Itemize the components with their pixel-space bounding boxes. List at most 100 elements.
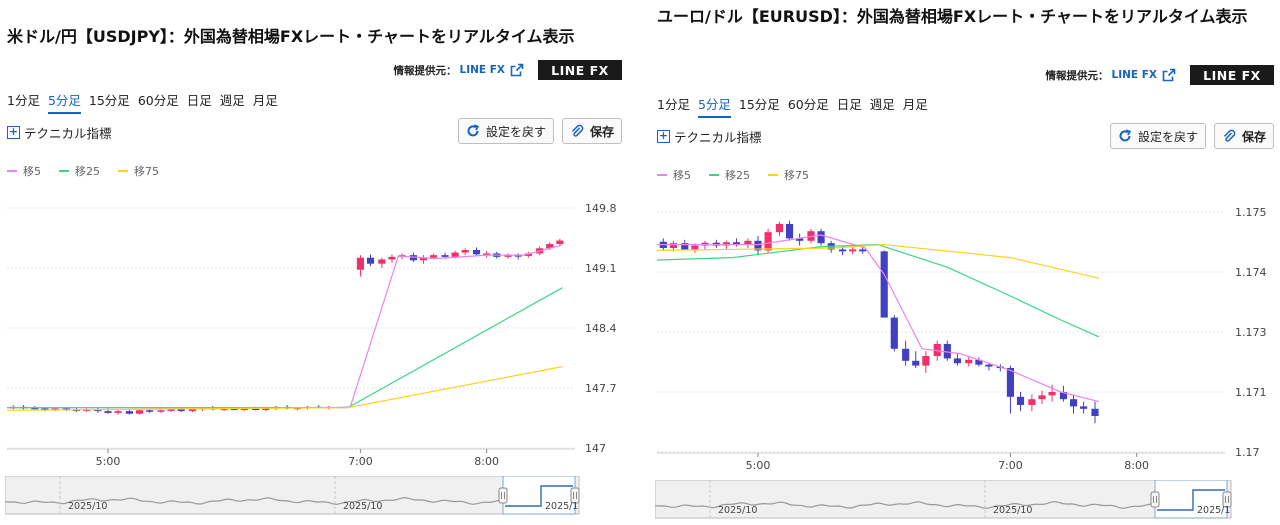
candle-up <box>461 250 469 253</box>
candle-up <box>764 232 772 251</box>
navigator-handle[interactable] <box>498 487 508 504</box>
tab-60min[interactable]: 60分足 <box>787 97 829 112</box>
moving-average-line <box>7 287 563 409</box>
range-navigator[interactable]: 2025/10 2025/10 2025/1 <box>5 476 583 518</box>
legend-swatch-ma25 <box>709 174 719 176</box>
moving-average-line <box>7 244 563 409</box>
candle-up <box>483 253 491 255</box>
tab-weekly[interactable]: 週足 <box>869 97 895 112</box>
reset-settings-button[interactable]: 設定を戻す <box>1109 123 1206 149</box>
price-chart[interactable]: 149.8 149.1 148.4 147.7 147 5:00 7:00 8:00 <box>0 190 628 470</box>
tab-1min[interactable]: 1分足 <box>657 97 690 112</box>
candle-down <box>838 249 847 252</box>
x-tick-label: 5:00 <box>96 455 121 468</box>
navigator-handle[interactable] <box>1150 491 1160 508</box>
save-button[interactable]: 保存 <box>1213 123 1274 149</box>
candle-down <box>409 255 418 261</box>
external-link-icon[interactable] <box>510 63 524 77</box>
line-fx-logo[interactable]: LINE FX <box>538 60 622 80</box>
candle-down <box>1016 396 1025 405</box>
candle-down <box>796 238 804 241</box>
provider-info: 情報提供元： LINE FX LINE FX <box>394 60 622 80</box>
navigator-window-series <box>505 485 573 507</box>
tab-1min[interactable]: 1分足 <box>7 93 40 108</box>
navigator-date-label: 2025/1 <box>545 501 578 512</box>
tab-daily[interactable]: 日足 <box>836 97 862 112</box>
tab-daily[interactable]: 日足 <box>186 93 212 108</box>
eurusd-panel: ユーロ/ドル【EURUSD】：外国為替相場FXレート・チャートをリアルタイム表示… <box>650 0 1280 525</box>
candle-down <box>1006 368 1014 397</box>
candle-up <box>135 410 144 414</box>
legend-item-ma5[interactable]: 移5 <box>657 167 691 183</box>
provider-link[interactable]: LINE FX <box>1111 69 1157 81</box>
candle-down <box>514 255 522 257</box>
tab-weekly[interactable]: 週足 <box>219 93 245 108</box>
paperclip-icon <box>571 124 584 137</box>
candle-down <box>1091 408 1099 416</box>
candle-up <box>691 245 699 250</box>
candle-down <box>681 243 689 250</box>
paperclip-icon <box>1223 129 1236 142</box>
candle-down <box>94 409 102 412</box>
tab-5min[interactable]: 5分足 <box>47 90 81 114</box>
refresh-icon <box>467 124 480 137</box>
tab-15min[interactable]: 15分足 <box>738 97 780 112</box>
candle-up <box>430 255 438 258</box>
technical-indicators-label: テクニカル指標 <box>674 130 762 145</box>
timeframe-tabs: 1分足 5分足 15分足 60分足 日足 週足 月足 <box>7 90 286 114</box>
line-fx-logo[interactable]: LINE FX <box>1190 65 1274 85</box>
candle-up <box>744 240 752 245</box>
y-tick-label: 148.4 <box>585 322 617 335</box>
legend-item-ma75[interactable]: 移75 <box>118 163 159 179</box>
tab-5min[interactable]: 5分足 <box>697 94 731 118</box>
external-link-icon[interactable] <box>1162 68 1176 82</box>
y-tick-label: 1.174 <box>1235 266 1267 279</box>
legend-swatch-ma5 <box>7 170 17 172</box>
legend-item-ma5[interactable]: 移5 <box>7 163 41 179</box>
y-tick-label: 1.17 <box>1235 446 1260 459</box>
navigator-window-series <box>1157 489 1225 511</box>
candle-up <box>933 344 941 356</box>
range-navigator[interactable]: 2025/10 2025/10 2025/1 <box>655 480 1235 522</box>
candle-up <box>556 240 564 244</box>
tab-monthly[interactable]: 月足 <box>252 93 278 108</box>
tab-monthly[interactable]: 月足 <box>902 97 928 112</box>
candle-up <box>188 409 197 412</box>
save-button[interactable]: 保存 <box>561 118 622 144</box>
candle-down <box>41 408 49 411</box>
reset-settings-button[interactable]: 設定を戻す <box>457 118 554 144</box>
candle-up <box>451 252 459 257</box>
candle-down <box>125 411 134 414</box>
reset-settings-label: 設定を戻す <box>485 124 546 139</box>
candle-up <box>1048 392 1056 396</box>
candle-down <box>912 360 920 366</box>
tab-60min[interactable]: 60分足 <box>137 93 179 108</box>
candle-down <box>890 317 898 349</box>
legend-label-ma75: 移75 <box>134 165 159 178</box>
technical-indicators-toggle[interactable]: + テクニカル指標 <box>7 123 112 142</box>
candle-up <box>1028 399 1036 405</box>
provider-link[interactable]: LINE FX <box>459 64 505 76</box>
candle-up <box>419 257 428 261</box>
legend-item-ma25[interactable]: 移25 <box>709 167 750 183</box>
candle-down <box>104 411 112 413</box>
legend-label-ma25: 移25 <box>75 165 100 178</box>
candle-down <box>1080 406 1088 409</box>
tab-15min[interactable]: 15分足 <box>88 93 130 108</box>
legend-swatch-ma75 <box>118 170 128 172</box>
price-chart[interactable]: 1.175 1.174 1.173 1.171 1.17 5:00 7:00 8:00 <box>650 194 1280 474</box>
navigator-handle[interactable] <box>570 487 580 504</box>
technical-indicators-label: テクニカル指標 <box>24 126 112 141</box>
legend-item-ma25[interactable]: 移25 <box>59 163 100 179</box>
candle-down <box>785 224 794 239</box>
candle-up <box>51 408 59 411</box>
candle-up <box>1038 395 1046 400</box>
navigator-handle[interactable] <box>1222 491 1232 508</box>
save-label: 保存 <box>1241 129 1266 144</box>
legend-swatch-ma25 <box>59 170 69 172</box>
x-tick-label: 7:00 <box>348 455 373 468</box>
legend-item-ma75[interactable]: 移75 <box>768 167 809 183</box>
technical-indicators-toggle[interactable]: + テクニカル指標 <box>657 127 762 146</box>
y-tick-label: 1.173 <box>1235 326 1267 339</box>
y-tick-label: 147.7 <box>585 382 617 395</box>
